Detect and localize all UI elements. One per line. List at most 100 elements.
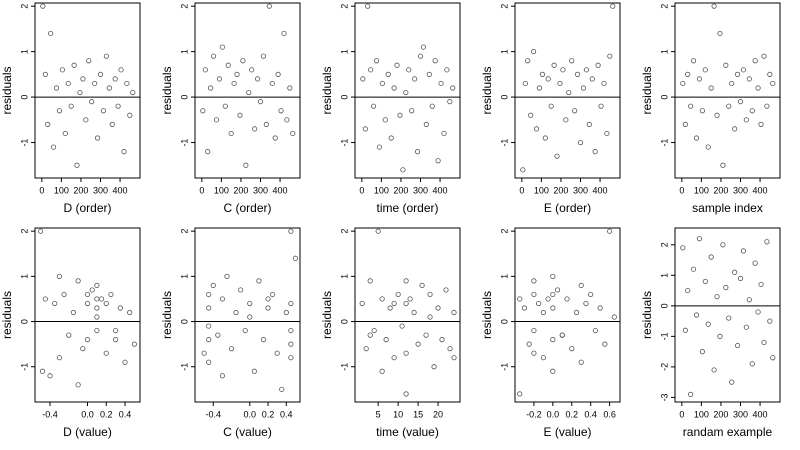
- point: [38, 228, 44, 234]
- point: [734, 342, 741, 349]
- point: [75, 382, 81, 388]
- point: [287, 85, 293, 91]
- y-tick-label: 0: [659, 95, 669, 100]
- y-tick-label: 2: [339, 229, 349, 234]
- y-tick-label: 2: [179, 4, 189, 9]
- point: [729, 80, 735, 87]
- x-tick-label: 300: [253, 185, 268, 195]
- point: [97, 71, 104, 77]
- point: [711, 3, 717, 9]
- point: [118, 67, 124, 73]
- x-tick-label: 0.0: [547, 409, 560, 419]
- point: [699, 108, 705, 114]
- point: [400, 167, 406, 173]
- point: [219, 296, 225, 302]
- y-tick-label: -1: [499, 363, 509, 371]
- point: [288, 341, 294, 347]
- point: [583, 300, 589, 307]
- point: [270, 291, 276, 298]
- point: [394, 62, 400, 68]
- point: [592, 149, 598, 155]
- point: [696, 236, 703, 242]
- x-tick-label: 400: [593, 185, 608, 195]
- point: [210, 282, 216, 288]
- point: [383, 337, 389, 343]
- y-tick-label: -1: [339, 363, 349, 371]
- point: [414, 149, 421, 155]
- point: [682, 327, 688, 333]
- point: [75, 278, 81, 284]
- point: [122, 359, 128, 365]
- point: [362, 126, 368, 132]
- point: [210, 53, 217, 59]
- y-axis-label: residuals: [160, 291, 174, 339]
- point: [737, 275, 744, 281]
- point: [263, 121, 269, 127]
- x-tick-label: 0.2: [100, 409, 113, 419]
- point: [94, 327, 100, 334]
- point: [265, 305, 271, 311]
- point: [604, 130, 610, 137]
- x-tick-label: 300: [733, 409, 748, 419]
- point: [403, 89, 409, 96]
- point: [426, 71, 432, 77]
- point: [403, 278, 409, 284]
- point: [717, 333, 723, 339]
- point: [100, 108, 107, 114]
- point: [106, 85, 112, 91]
- point: [705, 321, 711, 327]
- point: [569, 58, 575, 64]
- point: [281, 30, 287, 37]
- point: [265, 296, 271, 302]
- point: [531, 327, 537, 334]
- x-axis-label: time (order): [376, 201, 438, 215]
- y-axis-label: residuals: [480, 291, 494, 339]
- point: [266, 3, 272, 9]
- point: [732, 269, 738, 275]
- point: [711, 367, 717, 373]
- point: [368, 67, 374, 73]
- point: [740, 67, 747, 73]
- point: [224, 273, 230, 279]
- y-axis-label: residuals: [640, 66, 654, 114]
- point: [371, 327, 377, 334]
- point: [531, 350, 537, 356]
- x-tick-label: 100: [54, 185, 69, 195]
- x-tick-label: -0.2: [526, 409, 542, 419]
- point: [45, 121, 51, 127]
- point: [94, 314, 100, 320]
- point: [693, 312, 700, 318]
- point: [231, 80, 237, 87]
- y-tick-label: 1: [19, 274, 29, 279]
- point: [409, 108, 415, 114]
- y-axis-label: residuals: [0, 66, 14, 114]
- point: [746, 76, 752, 82]
- point: [382, 117, 388, 123]
- point: [113, 337, 119, 343]
- plot-frame: [34, 2, 141, 179]
- point: [94, 282, 100, 288]
- point: [206, 291, 212, 298]
- point: [551, 62, 557, 68]
- point: [688, 391, 694, 397]
- point: [53, 85, 60, 91]
- point: [47, 373, 53, 379]
- point: [74, 162, 80, 168]
- point: [578, 359, 584, 365]
- point: [292, 255, 299, 261]
- point: [588, 291, 594, 298]
- point: [407, 296, 413, 302]
- point: [761, 53, 767, 59]
- x-tick-label: 100: [534, 185, 549, 195]
- point: [770, 355, 776, 361]
- point: [548, 103, 554, 109]
- point: [206, 323, 212, 329]
- x-tick-label: 0.4: [119, 409, 132, 419]
- x-axis-label: E (value): [543, 425, 591, 439]
- y-tick-label: 1: [19, 49, 29, 54]
- x-tick-label: 0.4: [584, 409, 597, 419]
- y-tick-label: 2: [499, 229, 509, 234]
- point: [443, 287, 449, 293]
- point: [260, 53, 267, 59]
